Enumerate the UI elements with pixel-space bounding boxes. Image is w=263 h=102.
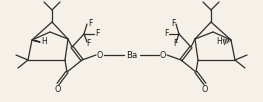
Polygon shape bbox=[32, 40, 40, 42]
Text: F: F bbox=[86, 39, 90, 48]
Text: F: F bbox=[171, 19, 175, 28]
Text: O: O bbox=[202, 84, 208, 94]
Text: O: O bbox=[97, 50, 103, 59]
Text: F: F bbox=[173, 39, 177, 48]
Text: H: H bbox=[216, 38, 222, 47]
Text: H: H bbox=[41, 38, 47, 47]
Text: O: O bbox=[160, 50, 166, 59]
Text: Ba: Ba bbox=[126, 50, 137, 59]
Text: F: F bbox=[88, 19, 92, 28]
Text: O: O bbox=[55, 84, 61, 94]
Text: F: F bbox=[164, 29, 168, 38]
Text: F: F bbox=[95, 29, 99, 38]
